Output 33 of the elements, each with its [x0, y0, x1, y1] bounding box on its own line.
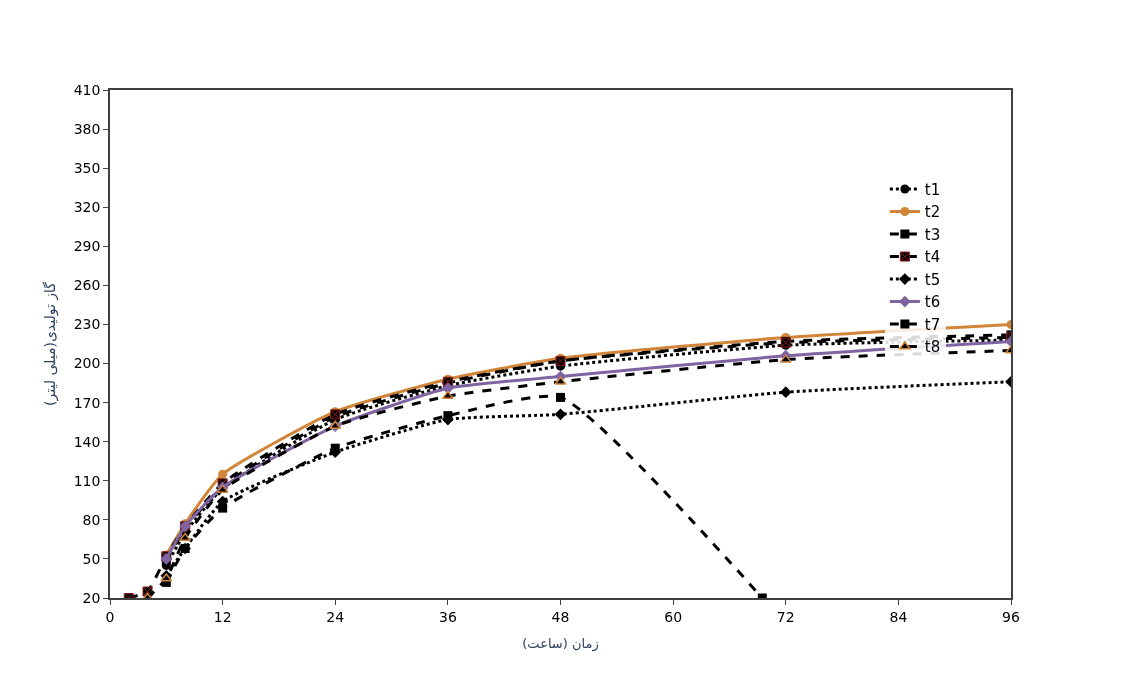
x-tick-label: 0 [105, 608, 115, 625]
y-tick-label: 170 [73, 394, 101, 411]
x-tick-label: 96 [1002, 608, 1020, 625]
x-tick-label: 60 [664, 608, 683, 625]
x-tick-label: 24 [326, 608, 345, 625]
legend-label: t4 [924, 248, 941, 267]
y-tick-label: 200 [73, 355, 101, 372]
legend-label: t6 [924, 293, 941, 312]
y-tick-label: 260 [73, 277, 101, 294]
y-axis-title: گاز تولیدی(میلی لیتر) [41, 281, 59, 406]
legend-label: t2 [924, 203, 941, 222]
y-tick-label: 410 [73, 81, 101, 98]
y-tick-label: 320 [73, 199, 101, 216]
legend-label: t7 [924, 315, 941, 334]
y-tick-label: 80 [82, 511, 101, 528]
legend-label: t5 [924, 270, 941, 289]
y-tick-label: 20 [82, 589, 101, 606]
legend-label: t8 [924, 338, 941, 357]
x-tick-label: 84 [889, 608, 908, 625]
x-tick-label: 12 [213, 608, 232, 625]
legend-label: t3 [924, 225, 941, 244]
x-axis-title: زمان (ساعت) [522, 635, 599, 652]
x-tick-label: 72 [776, 608, 795, 625]
y-tick-label: 230 [73, 316, 101, 333]
y-tick-label: 290 [73, 238, 101, 255]
y-tick-label: 50 [82, 550, 101, 567]
y-tick-label: 140 [73, 433, 101, 450]
y-tick-label: 350 [73, 160, 101, 177]
legend-label: t1 [924, 180, 941, 199]
y-tick-label: 110 [73, 472, 101, 489]
y-tick-label: 380 [73, 120, 101, 137]
x-tick-label: 48 [551, 608, 570, 625]
x-tick-label: 36 [438, 608, 457, 625]
